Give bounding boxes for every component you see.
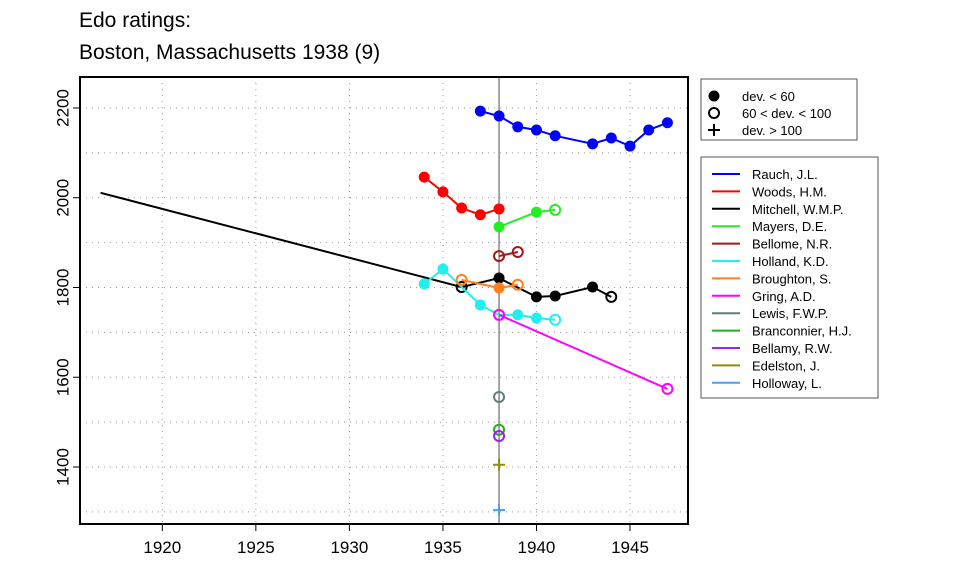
marker-filled — [493, 110, 505, 122]
legend-label: Mitchell, W.M.P. — [752, 202, 844, 217]
series-bellamy-r-w- — [493, 430, 506, 443]
marker-open — [493, 423, 506, 436]
marker-filled — [474, 105, 486, 117]
legend-label: Broughton, S. — [752, 271, 832, 286]
marker-open — [493, 250, 506, 263]
marker-filled — [418, 171, 430, 183]
marker-open — [549, 313, 562, 326]
marker-open — [455, 281, 468, 294]
series-broughton-s- — [455, 273, 524, 294]
series-legend: Rauch, J.L. Woods, H.M. Mitchell, W.M.P. Ma… — [700, 156, 879, 399]
chart-title: Edo ratings: — [79, 9, 192, 32]
legend-label: Gring, A.D. — [752, 289, 816, 304]
marker-open — [708, 107, 720, 119]
x-tick-label: 1925 — [237, 538, 275, 557]
series-branconnier-h-j- — [493, 423, 506, 436]
x-tick-label: 1930 — [330, 538, 368, 557]
legend-label: Woods, H.M. — [752, 184, 827, 199]
marker-filled — [493, 221, 505, 233]
series-bellome-n-r- — [493, 246, 524, 263]
legend-label: 60 < dev. < 100 — [742, 106, 831, 121]
marker-legend: dev. < 60 60 < dev. < 100 dev. > 100 — [700, 78, 858, 141]
series-line — [498, 313, 668, 390]
marker-filled — [493, 272, 505, 284]
x-tick-label: 1945 — [611, 538, 649, 557]
series-gring-a-d- — [493, 308, 674, 395]
y-tick-label: 2000 — [53, 179, 72, 217]
series-lewis-f-w-p- — [493, 390, 506, 403]
y-tick-label: 1800 — [53, 269, 72, 307]
marker-filled — [456, 202, 468, 214]
legend-label: Mayers, D.E. — [752, 219, 827, 234]
series-mayers-d-e- — [493, 203, 562, 233]
marker-open — [605, 290, 618, 303]
legend-label: Branconnier, H.J. — [752, 324, 852, 339]
series-edelston-j- — [493, 458, 506, 471]
x-tick-label: 1920 — [143, 538, 181, 557]
marker-filled — [437, 263, 449, 275]
series-holloway-l- — [493, 504, 506, 517]
marker-filled — [643, 124, 655, 136]
x-tick-label: 1940 — [518, 538, 556, 557]
marker-filled — [530, 206, 542, 218]
marker-filled — [624, 140, 636, 152]
legend-label: Bellome, N.R. — [752, 237, 832, 252]
marker-open — [455, 273, 468, 286]
marker-filled — [549, 290, 561, 302]
legend-label: dev. > 100 — [742, 123, 802, 138]
series-line — [480, 110, 668, 148]
marker-filled — [530, 291, 542, 303]
legend-label: Holland, K.D. — [752, 254, 829, 269]
y-tick-label: 2200 — [53, 89, 72, 127]
marker-open — [661, 382, 674, 395]
marker-open — [511, 246, 524, 259]
marker-filled — [549, 130, 561, 142]
series-line — [498, 208, 556, 228]
marker-filled — [512, 309, 524, 321]
legend-box — [700, 78, 858, 141]
marker-filled — [474, 209, 486, 221]
series-rauch-j-l- — [474, 105, 673, 152]
marker-open — [493, 430, 506, 443]
legend-label: Holloway, L. — [752, 376, 822, 391]
series-woods-h-m- — [418, 171, 505, 221]
marker-filled — [605, 132, 617, 144]
marker-filled — [530, 312, 542, 324]
marker-filled — [418, 278, 430, 290]
marker-filled — [512, 121, 524, 133]
marker-filled — [587, 138, 599, 150]
marker-filled — [661, 117, 673, 129]
marker-open — [549, 203, 562, 216]
marker-filled — [530, 124, 542, 136]
marker-filled — [587, 281, 599, 293]
marker-filled — [708, 90, 720, 102]
marker-open — [493, 308, 506, 321]
plot-frame — [79, 76, 689, 525]
marker-filled — [437, 186, 449, 198]
marker-filled — [493, 282, 505, 294]
legend-label: Lewis, F.W.P. — [752, 306, 828, 321]
legend-label: Edelston, J. — [752, 358, 820, 373]
x-tick-label: 1935 — [424, 538, 462, 557]
series-line — [498, 251, 518, 258]
y-tick-label: 1400 — [53, 448, 72, 486]
marker-open — [511, 278, 524, 291]
marker-filled — [474, 299, 486, 311]
legend-label: Rauch, J.L. — [752, 167, 818, 182]
legend-label: Bellamy, R.W. — [752, 341, 833, 356]
chart-subtitle: Boston, Massachusetts 1938 (9) — [79, 41, 381, 64]
legend-label: dev. < 60 — [742, 89, 795, 104]
marker-open — [493, 390, 506, 403]
marker-filled — [493, 203, 505, 215]
y-tick-label: 1600 — [53, 358, 72, 396]
